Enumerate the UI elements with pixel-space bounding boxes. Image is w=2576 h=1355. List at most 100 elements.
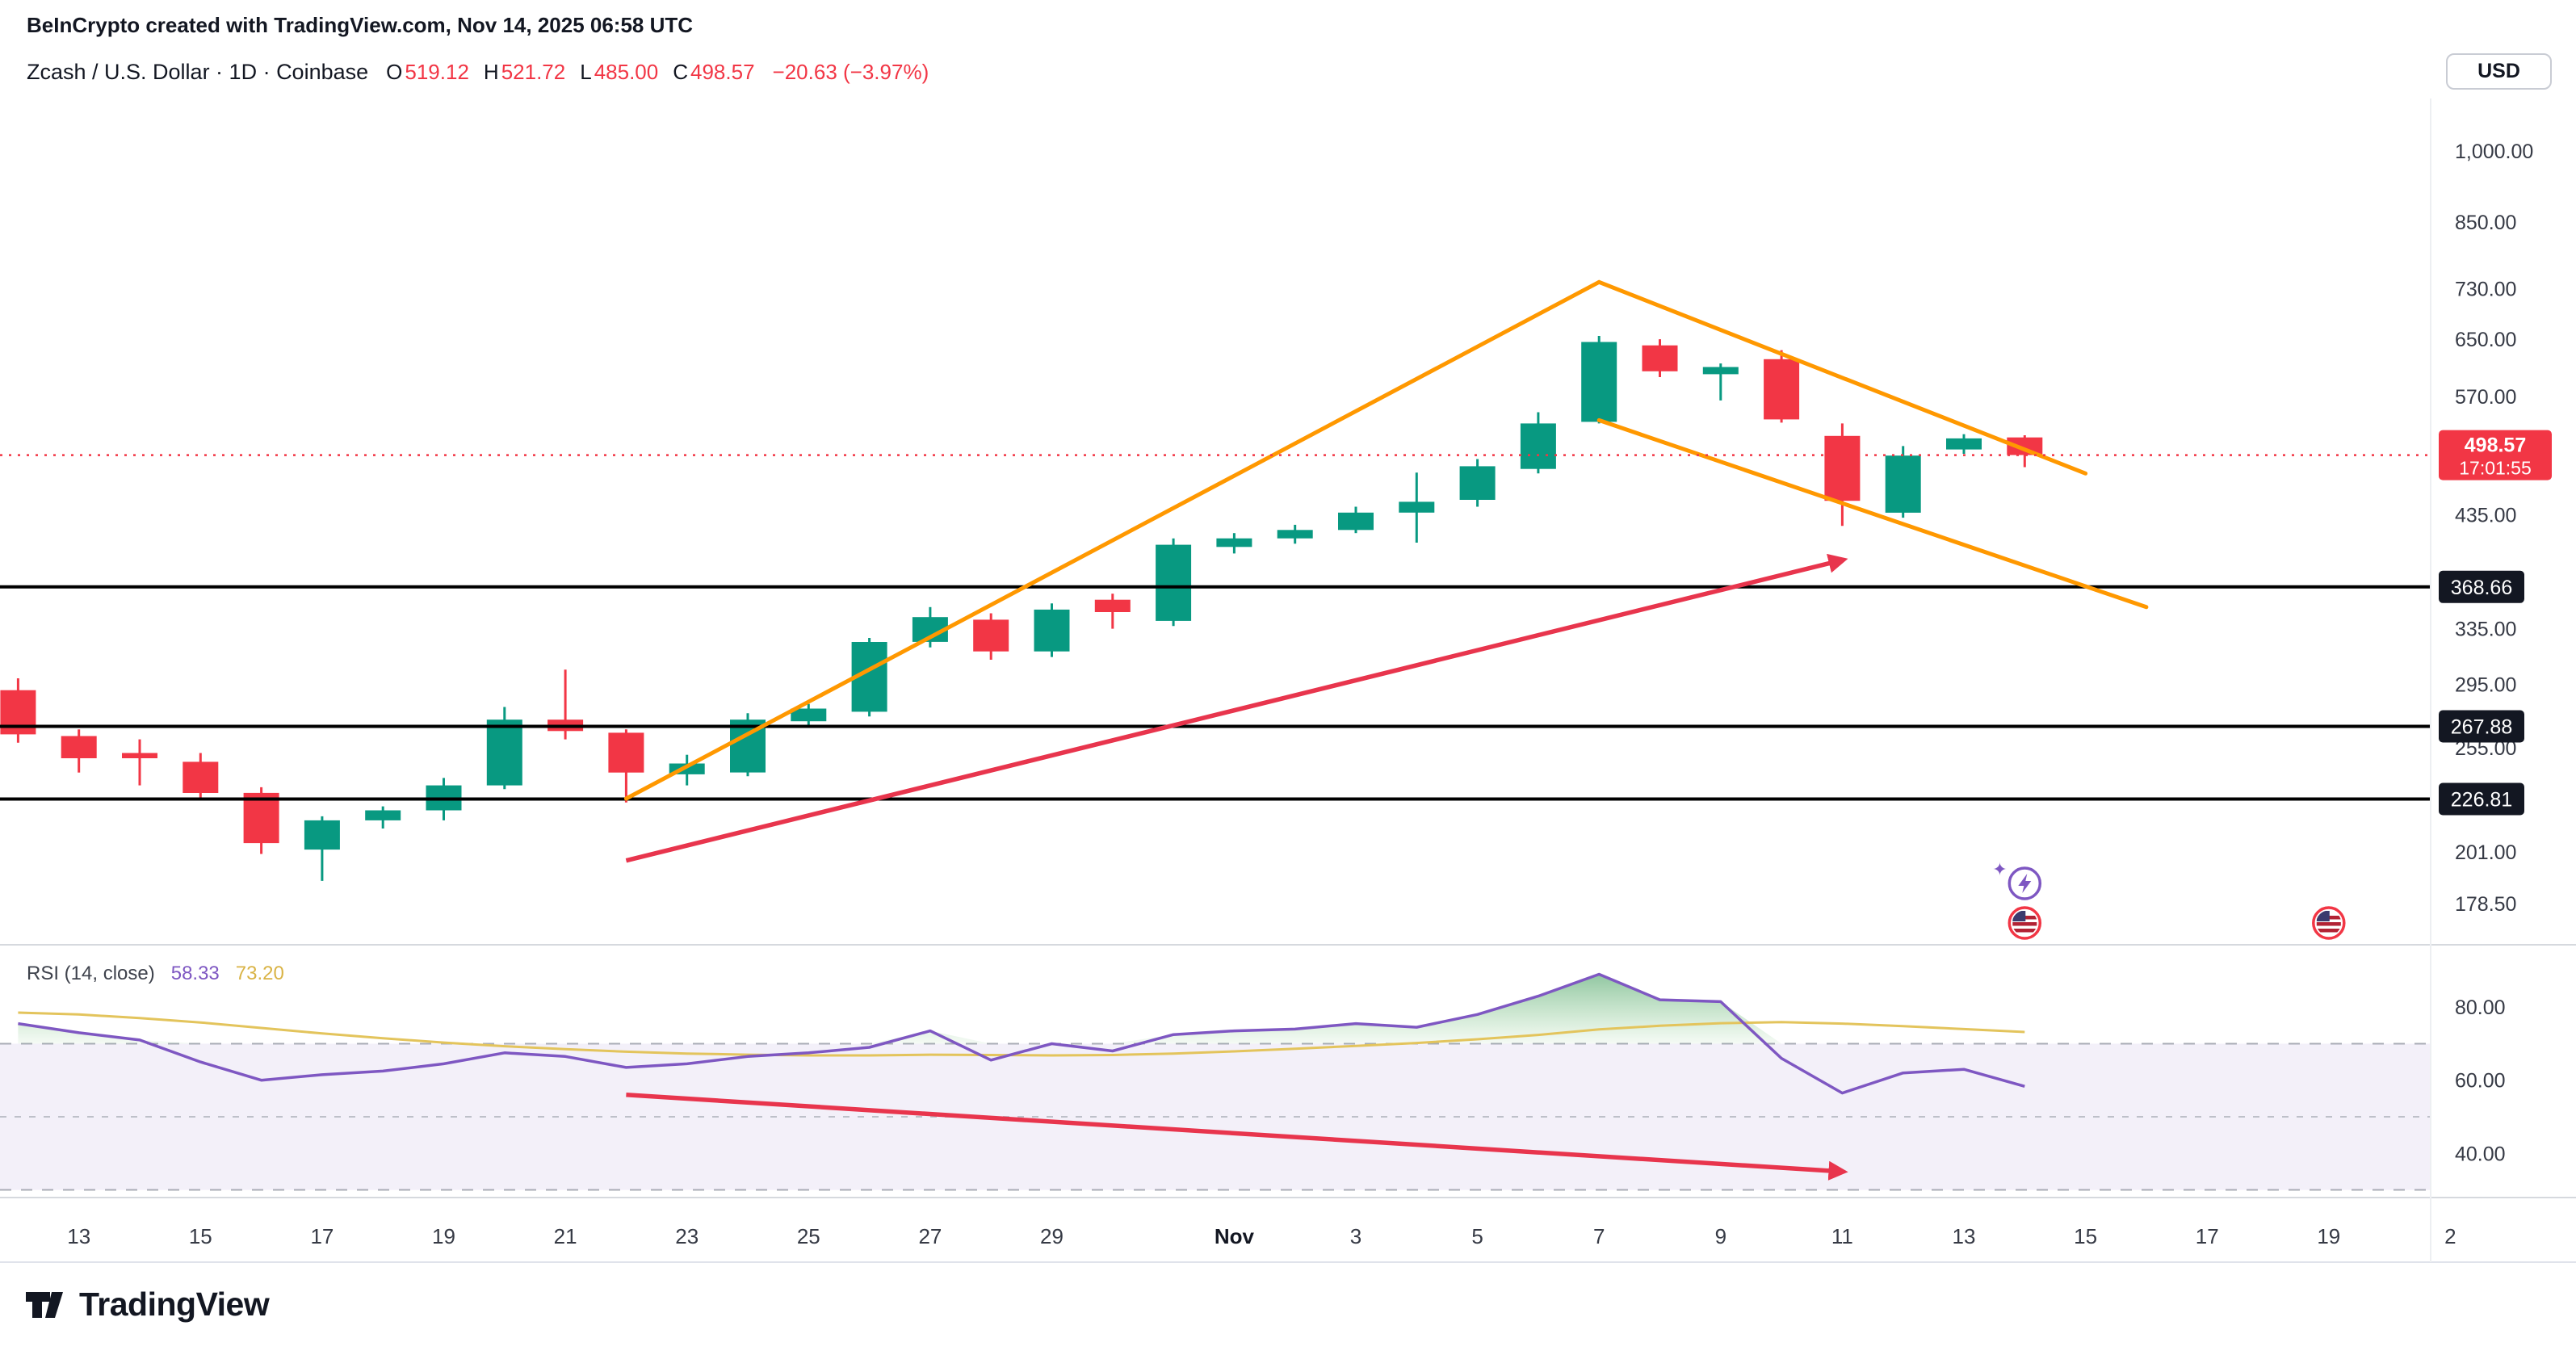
rect-shape <box>1520 423 1556 469</box>
time-tick-label[interactable]: 27 <box>918 1224 942 1248</box>
time-tick-label[interactable]: 13 <box>1953 1224 1976 1248</box>
time-tick-label[interactable]: 7 <box>1593 1224 1605 1248</box>
candle-Oct-25 <box>791 703 827 728</box>
time-tick-label[interactable]: 23 <box>675 1224 699 1248</box>
price-tick-label[interactable]: 850.00 <box>2455 212 2516 234</box>
candle-Nov-5 <box>1459 459 1496 507</box>
price-tick-label[interactable]: 335.00 <box>2455 619 2516 641</box>
price-tick-label[interactable]: 178.50 <box>2455 893 2516 916</box>
us-flag-event-icon[interactable] <box>2312 906 2346 940</box>
time-tick-label[interactable]: 15 <box>189 1224 212 1248</box>
time-tick-label[interactable]: 29 <box>1040 1224 1064 1248</box>
candle-Nov-8 <box>1642 339 1678 377</box>
rect-shape <box>973 619 1009 652</box>
arrow-rsi-downtrend[interactable] <box>626 1093 1848 1181</box>
rect-shape[interactable] <box>2012 922 2037 926</box>
rect-shape <box>1094 599 1131 612</box>
rsi-ma-line[interactable] <box>18 1011 2025 1057</box>
time-tick-label[interactable]: 21 <box>554 1224 577 1248</box>
rsi-overbought-fill[interactable] <box>18 974 2025 1044</box>
rect-shape <box>1946 438 1982 450</box>
rect-shape[interactable] <box>2316 922 2341 926</box>
rect-shape[interactable] <box>2439 430 2552 480</box>
candle-Oct-13 <box>61 729 97 773</box>
trendline-falling-lower[interactable] <box>1596 417 2149 610</box>
rsi-legend: RSI (14, close) 58.33 73.20 <box>27 963 284 985</box>
price-level-badge[interactable]: 368.66 <box>2439 570 2524 603</box>
price-tick-label[interactable]: 295.00 <box>2455 673 2516 696</box>
rsi-tick-label[interactable]: 80.00 <box>2455 996 2506 1019</box>
time-tick-label[interactable]: 13 <box>67 1224 90 1248</box>
candle-Oct-17 <box>304 816 340 881</box>
ohlc-label: H <box>483 60 499 84</box>
time-tick-label[interactable]: 25 <box>797 1224 820 1248</box>
rect-shape[interactable] <box>2012 929 2037 933</box>
us-flag-event-icon[interactable] <box>2008 906 2042 940</box>
ohlc-value: 485.00 <box>594 60 659 84</box>
time-tick-label[interactable]: 15 <box>2074 1224 2097 1248</box>
symbol-title[interactable]: Zcash / U.S. Dollar · 1D · Coinbase <box>27 60 369 84</box>
lightning-icon[interactable] <box>2018 874 2032 893</box>
rect-shape[interactable] <box>2439 710 2524 743</box>
time-axis[interactable]: 13 15 17 19 21 23 25 27 29 Nov 3 5 7 9 11 13 15 17 19 2 <box>67 1224 2456 1248</box>
price-level-badge[interactable]: 267.88 <box>2439 710 2524 743</box>
time-tick-label[interactable]: 11 <box>1831 1224 1853 1248</box>
g-shape[interactable] <box>2316 911 2341 935</box>
rect-shape[interactable] <box>2439 782 2524 816</box>
price-tick-label[interactable]: 730.00 <box>2455 278 2516 300</box>
time-tick-label[interactable]: 17 <box>2196 1224 2219 1248</box>
ohlc-pair: C 498.57 <box>673 60 754 85</box>
candle-Nov-4 <box>1399 472 1435 543</box>
time-tick-label[interactable]: 5 <box>1471 1224 1483 1248</box>
rsi-tick-label[interactable]: 60.00 <box>2455 1070 2506 1093</box>
candle-Oct-16 <box>243 787 279 854</box>
flash-event-icon[interactable]: ✦ <box>1992 859 2042 900</box>
rect-shape <box>486 719 522 786</box>
time-tick-label[interactable]: 9 <box>1715 1224 1726 1248</box>
candle-Oct-29 <box>1034 603 1070 657</box>
trendline-falling-upper[interactable] <box>1596 279 2088 476</box>
rect-shape <box>1581 342 1617 422</box>
candle-Nov-9 <box>1702 363 1739 401</box>
price-axis[interactable]: 1,000.00 850.00 730.00 650.00 570.00 435.00 33… <box>2455 141 2533 1165</box>
rect-shape[interactable] <box>2439 570 2524 603</box>
candle-Nov-10 <box>1764 350 1800 423</box>
text-shape[interactable]: 368.66 <box>2451 577 2512 599</box>
time-tick-label[interactable]: 2 <box>2444 1224 2456 1248</box>
g-shape[interactable] <box>2012 911 2037 935</box>
time-tick-label[interactable]: Nov <box>1215 1224 1255 1248</box>
candle-Oct-12 <box>0 678 36 743</box>
tradingview-logo[interactable]: TradingView <box>24 1286 270 1324</box>
ohlc-pair: O 519.12 <box>386 60 469 85</box>
price-level-badge[interactable]: 226.81 <box>2439 782 2524 816</box>
time-tick-label[interactable]: 3 <box>1350 1224 1361 1248</box>
arrow-price-uptrend[interactable] <box>625 553 1848 863</box>
rsi-tick-label[interactable]: 40.00 <box>2455 1143 2506 1165</box>
rect-shape <box>791 708 827 722</box>
text-shape[interactable]: 267.88 <box>2451 716 2512 739</box>
candle-Nov-2 <box>1277 524 1313 544</box>
rect-shape[interactable] <box>2316 929 2341 933</box>
sparkle-icon[interactable]: ✦ <box>1992 859 2007 879</box>
candle-Nov-11 <box>1824 423 1861 526</box>
candle-Nov-3 <box>1338 506 1374 534</box>
price-tick-label[interactable]: 201.00 <box>2455 841 2516 864</box>
last-price-countdown[interactable]: 17:01:55 <box>2459 458 2532 479</box>
text-shape[interactable]: 226.81 <box>2451 789 2512 812</box>
time-tick-label[interactable]: 19 <box>2317 1224 2340 1248</box>
price-tick-label[interactable]: 570.00 <box>2455 386 2516 409</box>
candle-Oct-22 <box>608 729 644 803</box>
last-price-value[interactable]: 498.57 <box>2465 434 2526 457</box>
candle-Nov-1 <box>1216 533 1252 554</box>
price-tick-label[interactable]: 1,000.00 <box>2455 141 2533 163</box>
rsi-line[interactable] <box>18 972 2025 1095</box>
time-tick-label[interactable]: 17 <box>310 1224 334 1248</box>
currency-button[interactable]: USD <box>2446 53 2552 90</box>
rect-shape <box>61 736 97 758</box>
price-tick-label[interactable]: 435.00 <box>2455 504 2516 526</box>
price-tick-label[interactable]: 650.00 <box>2455 329 2516 351</box>
trendline-rising-resistance[interactable] <box>623 279 1601 801</box>
time-tick-label[interactable]: 19 <box>432 1224 455 1248</box>
